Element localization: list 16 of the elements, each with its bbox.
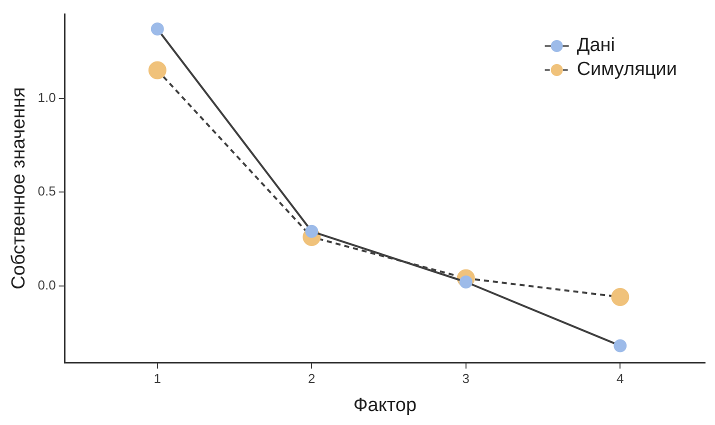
point [305, 224, 318, 238]
x-tick-label: 3 [462, 370, 470, 386]
x-tick-label: 4 [616, 370, 624, 386]
point [614, 339, 627, 352]
point [148, 61, 166, 80]
y-tick-label: 0.5 [38, 184, 56, 199]
y-tick-label: 1.0 [38, 90, 56, 105]
y-axis-title: Собственное значення [8, 87, 30, 290]
point [150, 22, 164, 36]
x-axis-title: Фактор [353, 394, 417, 416]
x-tick-label: 1 [154, 370, 162, 386]
x-tick-label: 2 [308, 370, 316, 386]
legend-label: Дані [576, 35, 615, 56]
point [611, 288, 630, 306]
legend-label: Симуляции [576, 59, 678, 80]
y-tick-label: 0.0 [38, 277, 56, 292]
